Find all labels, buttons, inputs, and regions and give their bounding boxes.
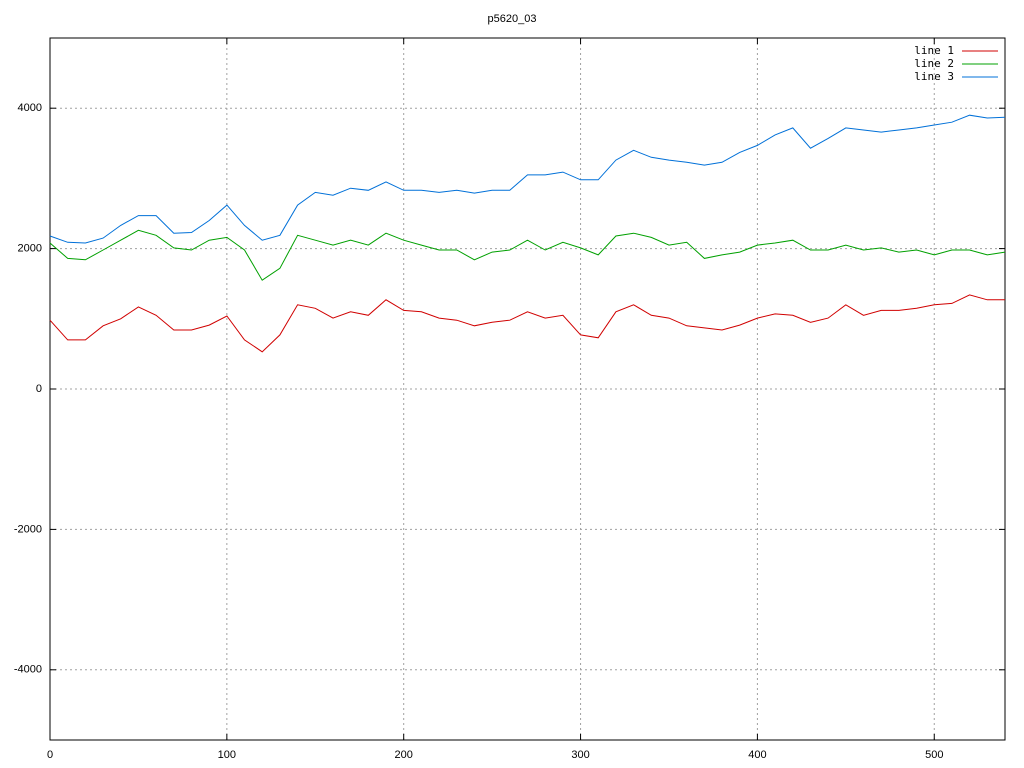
legend-label: line 2 — [914, 57, 954, 70]
legend-label: line 1 — [914, 44, 954, 57]
data-line — [49, 114, 1006, 244]
x-tick-label: 0 — [47, 749, 53, 761]
chart-title: p5620_03 — [488, 13, 537, 25]
x-tick-label: 100 — [218, 749, 236, 761]
y-tick-label: 2000 — [18, 243, 42, 255]
legend-label: line 3 — [914, 70, 954, 83]
y-tick-label: 4000 — [18, 102, 42, 114]
y-tick-label: -4000 — [14, 664, 42, 676]
y-tick-label: 0 — [36, 383, 42, 395]
x-tick-label: 200 — [395, 749, 413, 761]
y-tick-label: -2000 — [14, 523, 42, 535]
x-tick-label: 400 — [748, 749, 766, 761]
x-tick-label: 500 — [925, 749, 943, 761]
data-line — [49, 294, 1005, 353]
x-tick-label: 300 — [571, 749, 589, 761]
plot-frame — [49, 37, 1006, 741]
data-line — [49, 229, 1006, 281]
